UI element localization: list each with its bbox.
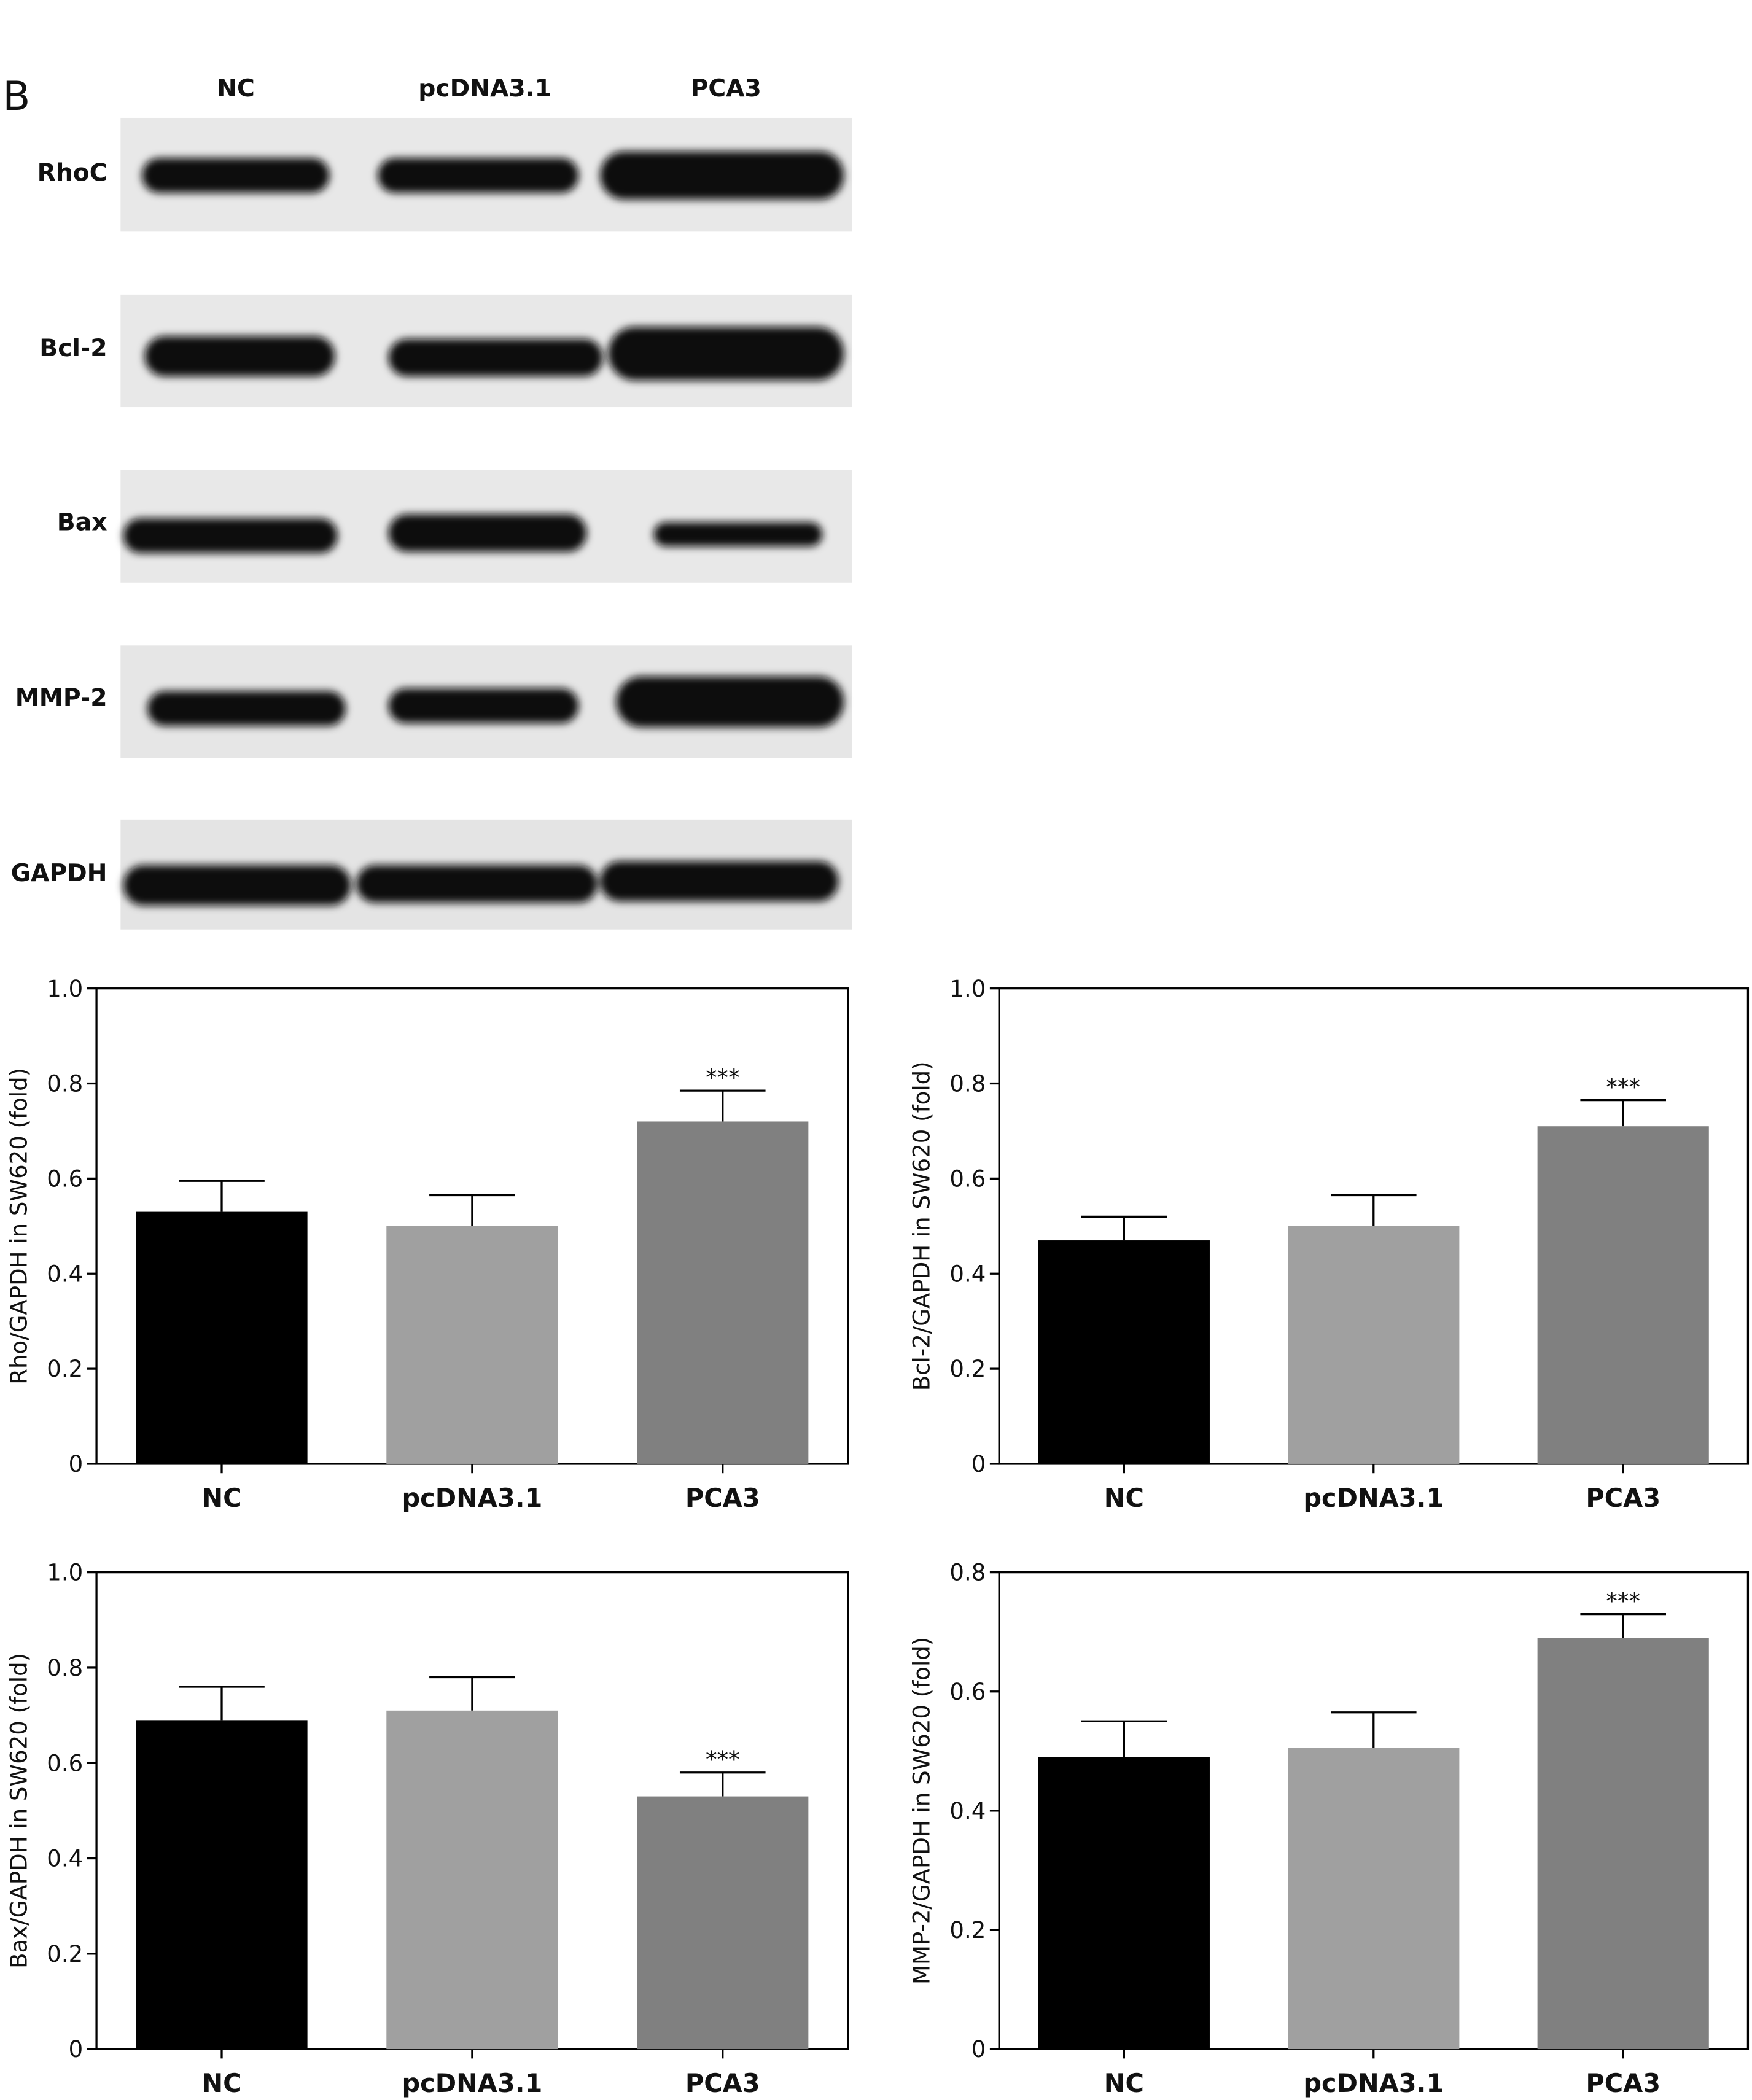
x-tick-label: NC [1104,2069,1144,2098]
x-tick-label: PCA3 [685,2069,760,2098]
bar [1537,1638,1709,2050]
y-tick-label: 0.6 [47,1165,83,1192]
bar-chart: 0 0.2 0.4 0.6 0.8 MMP-2/GAPDH in SW620 (fold)… [909,1560,1750,2098]
blot-band [653,522,823,546]
y-tick-label: 0 [69,2036,84,2063]
x-tick-label: PCA3 [685,1484,760,1513]
blot-row-label: MMP-2 [15,684,107,712]
bar [1038,1757,1210,2050]
blot-band [616,676,844,728]
blot-column-label: pcDNA3.1 [418,75,551,103]
x-tick-label: PCA3 [1586,1484,1661,1513]
blot-column-label: PCA3 [691,75,761,103]
y-tick-label: 0.4 [47,1261,83,1287]
blot-column-label: NC [217,75,255,103]
significance-label: *** [706,1064,740,1091]
y-tick-label: 0.8 [47,1655,83,1681]
bar [1288,1226,1460,1464]
bar [136,1211,308,1464]
y-tick-label: 0.6 [949,1679,986,1705]
panel-label: B [2,73,30,120]
bar-chart: 0 0.2 0.4 0.6 0.8 1.0 Bax/GAPDH in SW620 (fold… [6,1560,849,2098]
significance-label: *** [706,1746,740,1773]
y-tick-label: 0.4 [949,1261,986,1287]
y-tick-label: 0 [971,2036,986,2063]
significance-label: *** [1606,1074,1640,1100]
y-tick-label: 0.2 [949,1356,986,1382]
y-tick-label: 0.6 [949,1165,986,1192]
western-blot: NC pcDNA3.1 PCA3 RhoC Bcl-2 Bax MMP-2 GA… [11,75,852,930]
bar [1038,1240,1210,1464]
x-tick-label: pcDNA3.1 [402,1484,543,1513]
blot-row-label: Bcl-2 [39,335,107,362]
y-axis-label: Bcl-2/GAPDH in SW620 (fold) [909,1061,935,1391]
y-tick-label: 0.2 [47,1941,83,1967]
significance-label: *** [1606,1588,1640,1614]
y-tick-label: 1.0 [47,976,83,1002]
y-tick-label: 0 [971,1451,986,1477]
bar [637,1121,809,1464]
y-tick-label: 0.6 [47,1750,83,1776]
bar [386,1226,558,1464]
x-tick-label: PCA3 [1586,2069,1661,2098]
blot-band [356,865,598,903]
blot-band [600,151,844,200]
x-tick-label: pcDNA3.1 [1303,2069,1444,2098]
y-tick-label: 0.2 [47,1356,83,1382]
y-axis-label: MMP-2/GAPDH in SW620 (fold) [909,1637,935,1985]
x-tick-label: pcDNA3.1 [1303,1484,1444,1513]
y-tick-label: 0.8 [47,1071,83,1097]
y-tick-label: 1.0 [47,1560,83,1586]
x-tick-label: NC [1104,1484,1144,1513]
y-tick-label: 0.8 [949,1560,986,1586]
y-axis-label: Rho/GAPDH in SW620 (fold) [6,1068,33,1385]
y-tick-label: 0.4 [949,1798,986,1824]
bar [1537,1126,1709,1464]
y-tick-label: 0 [69,1451,84,1477]
x-tick-label: NC [201,1484,241,1513]
blot-band [388,688,579,723]
blot-band [147,691,346,726]
blot-band [608,327,844,381]
blot-row-label: Bax [57,509,107,537]
x-tick-label: pcDNA3.1 [402,2069,543,2098]
blot-row-label: RhoC [37,159,107,187]
blot-band [123,865,351,906]
bar-chart: 0 0.2 0.4 0.6 0.8 1.0 Bcl-2/GAPDH in SW620 (fo… [909,976,1750,1513]
blot-band [378,158,579,193]
bar [136,1720,308,2050]
y-axis-label: Bax/GAPDH in SW620 (fold) [6,1653,33,1969]
blot-band [388,514,587,552]
blot-band [123,518,338,553]
y-tick-label: 0.2 [949,1917,986,1943]
bar-chart: 0 0.2 0.4 0.6 0.8 1.0 Rho/GAPDH in SW620 (fold… [6,976,849,1513]
y-tick-label: 0.8 [949,1071,986,1097]
bar [1288,1748,1460,2050]
blot-band [388,338,603,376]
blot-band [142,158,330,193]
blot-band [600,861,839,901]
x-tick-label: NC [201,2069,241,2098]
blot-band [144,336,335,376]
y-tick-label: 0.4 [47,1846,83,1872]
bar [386,1710,558,2050]
y-tick-label: 1.0 [949,976,986,1002]
bar [637,1796,809,2050]
blot-row-label: GAPDH [11,860,107,887]
